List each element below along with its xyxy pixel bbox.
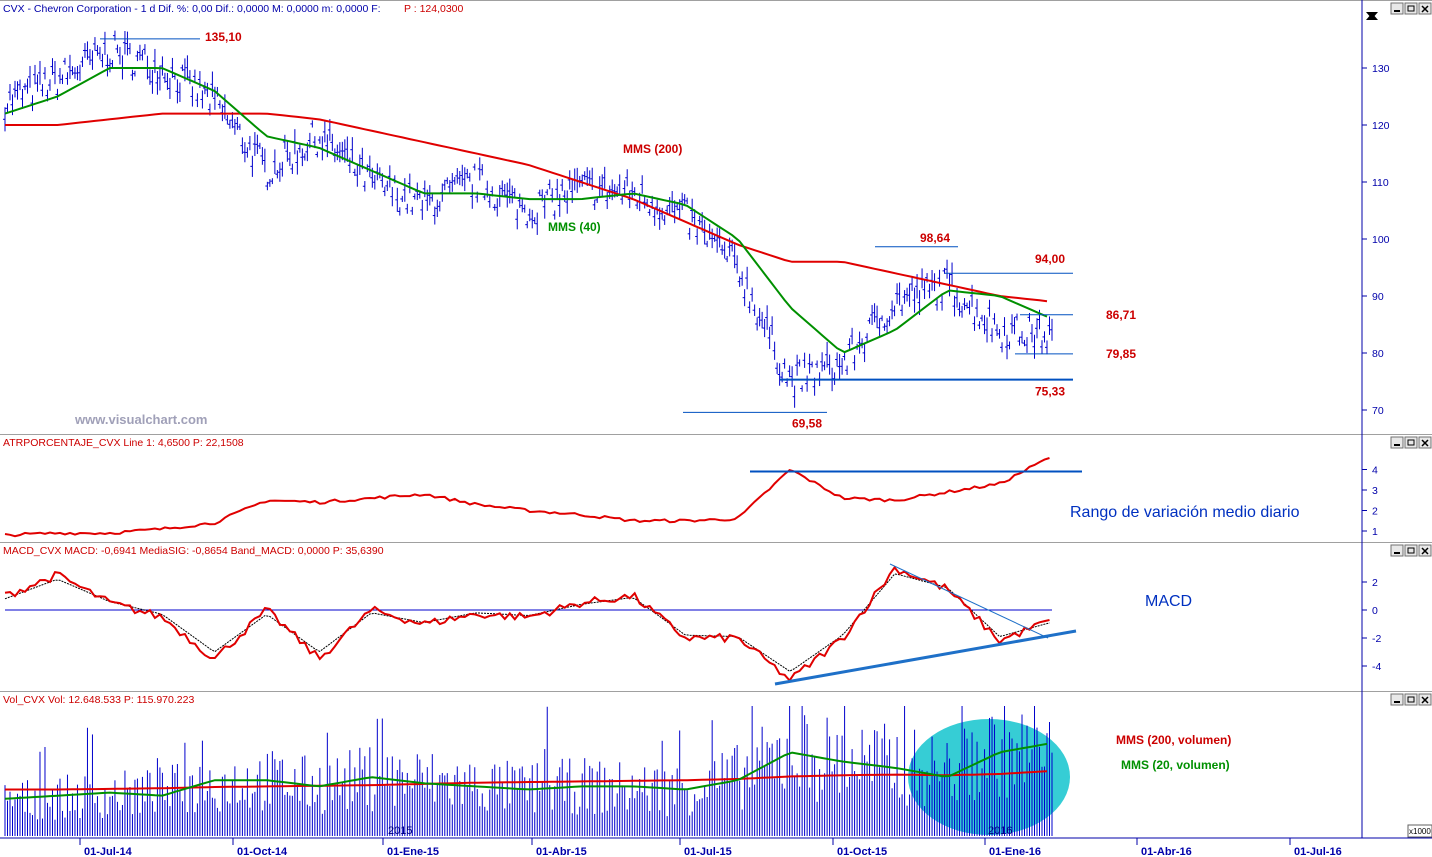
minimize-icon[interactable]: [1390, 436, 1404, 449]
y-tick-label: 130: [1372, 63, 1390, 75]
x-tick-label: 01-Abr-16: [1141, 846, 1192, 857]
year-2016-label: 2016: [988, 825, 1012, 837]
atr-note: Rango de variación medio diario: [1070, 504, 1300, 521]
y-tick-label: 90: [1372, 291, 1384, 303]
volume-bars: [4, 706, 1053, 836]
level-label: 69,58: [792, 416, 822, 430]
x-tick-label: 01-Oct-15: [837, 846, 887, 857]
panel-price-bg: [0, 0, 1432, 433]
minimize-icon[interactable]: [1390, 544, 1404, 557]
level-label: 75,33: [1035, 385, 1065, 399]
restore-icon[interactable]: [1404, 544, 1418, 557]
x-tick-label: 01-Ene-16: [989, 846, 1041, 857]
volume-ma20-label: MMS (20, volumen): [1121, 758, 1230, 772]
macd-resistance-trendline: [889, 563, 1049, 639]
volume-unit: x1000: [1409, 827, 1431, 836]
y-tick-label: 100: [1372, 234, 1390, 246]
y-tick-label: -2: [1372, 633, 1381, 645]
year-2015-label: 2015: [388, 825, 412, 837]
panel-macd-bg: [0, 542, 1432, 690]
restore-icon[interactable]: [1404, 2, 1418, 15]
y-tick-label: 0: [1372, 605, 1378, 617]
volume-ma200-label: MMS (200, volumen): [1116, 733, 1231, 747]
restore-icon[interactable]: [1404, 693, 1418, 706]
y-tick-label: 70: [1372, 405, 1384, 417]
ma200-label: MMS (200): [623, 142, 682, 156]
level-label: 98,64: [920, 231, 950, 245]
macd-signal-line: [4, 573, 1050, 672]
macd-support-trendline: [774, 629, 1077, 686]
level-label: 86,71: [1106, 308, 1136, 322]
y-tick-label: 3: [1372, 485, 1378, 497]
y-tick-label: -4: [1372, 661, 1381, 673]
x-tick-label: 01-Jul-14: [84, 846, 133, 857]
y-tick-label: 4: [1372, 465, 1378, 477]
level-label: 135,10: [205, 30, 242, 44]
level-label: 79,85: [1106, 347, 1136, 361]
y-tick-label: 2: [1372, 577, 1378, 589]
volume-ma20-line: [4, 742, 1048, 800]
close-icon[interactable]: [1418, 2, 1432, 15]
price-header-p: P : 124,0300: [404, 3, 464, 15]
panel-volume-bg: [0, 691, 1432, 838]
y-tick-label: 1: [1372, 526, 1378, 538]
panel-volume-header: Vol_CVX Vol: 12.648.533 P: 115.970.223: [3, 694, 194, 706]
watermark: www.visualchart.com: [74, 412, 207, 427]
macd-note: MACD: [1145, 593, 1192, 610]
y-tick-label: 120: [1372, 120, 1390, 132]
panel-atr-bg: [0, 434, 1432, 541]
close-icon[interactable]: [1418, 436, 1432, 449]
scroll-down-icon[interactable]: [1366, 12, 1378, 19]
minimize-icon[interactable]: [1390, 693, 1404, 706]
level-label: 94,00: [1035, 252, 1065, 266]
x-tick-label: 01-Ene-15: [387, 846, 439, 857]
panel-atr-header: ATRPORCENTAJE_CVX Line 1: 4,6500 P: 22,1…: [3, 437, 244, 449]
ma200-line: [5, 112, 1048, 303]
x-tick-label: 01-Jul-16: [1294, 846, 1342, 857]
close-icon[interactable]: [1418, 544, 1432, 557]
restore-icon[interactable]: [1404, 436, 1418, 449]
macd-line: [4, 565, 1050, 683]
close-icon[interactable]: [1418, 693, 1432, 706]
y-tick-label: 110: [1372, 177, 1389, 189]
panel-price-header: CVX - Chevron Corporation - 1 d Dif. %: …: [3, 3, 381, 15]
atr-line: [4, 457, 1050, 538]
ma40-line: [4, 67, 1048, 354]
y-tick-label: 80: [1372, 348, 1384, 360]
x-tick-label: 01-Oct-14: [237, 846, 288, 857]
unit-box: [1407, 824, 1432, 838]
ma40-label: MMS (40): [548, 220, 601, 234]
minimize-icon[interactable]: [1390, 2, 1404, 15]
x-tick-label: 01-Jul-15: [684, 846, 732, 857]
y-tick-label: 2: [1372, 506, 1378, 518]
x-tick-label: 01-Abr-15: [536, 846, 587, 857]
panel-macd-header: MACD_CVX MACD: -0,6941 MediaSIG: -0,8654…: [3, 545, 384, 557]
volume-ma200-line: [5, 770, 1048, 791]
